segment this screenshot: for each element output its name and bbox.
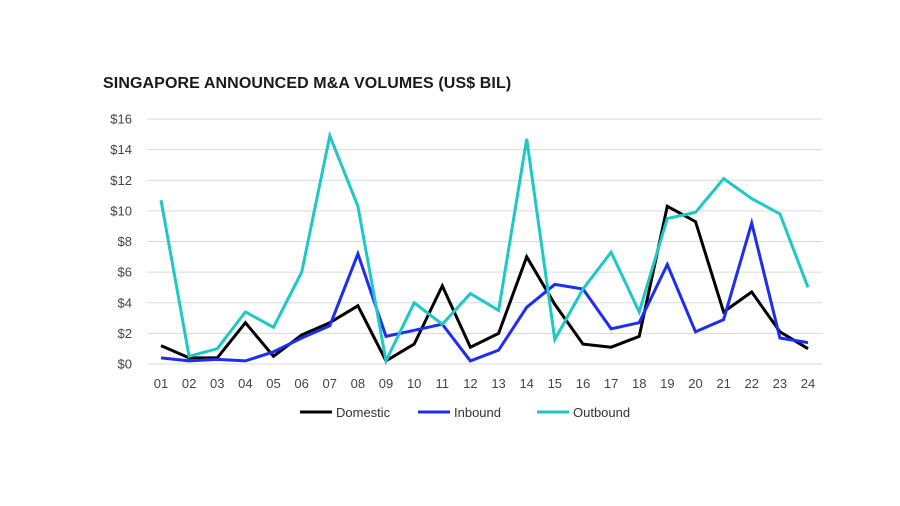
y-tick-label: $8: [118, 234, 132, 249]
series-line-inbound: [160, 217, 809, 363]
legend: Domestic Inbound Outbound: [300, 405, 630, 420]
y-tick-label: $6: [118, 265, 132, 280]
gridlines: [147, 118, 822, 365]
y-tick-label: $16: [110, 112, 132, 127]
x-tick-label: 12: [463, 376, 477, 391]
series-line-domestic: [160, 204, 809, 364]
x-tick-label: 23: [773, 376, 787, 391]
x-tick-label: 07: [323, 376, 337, 391]
x-tick-label: 02: [182, 376, 196, 391]
x-tick-label: 17: [604, 376, 618, 391]
y-tick-label: $14: [110, 142, 132, 157]
y-tick-label: $0: [118, 357, 132, 372]
y-tick-label: $2: [118, 326, 132, 341]
legend-label-outbound: Outbound: [573, 405, 630, 420]
x-tick-label: 03: [210, 376, 224, 391]
x-tick-label: 21: [716, 376, 730, 391]
series-lines: [159, 130, 810, 366]
x-tick-label: 09: [379, 376, 393, 391]
legend-label-inbound: Inbound: [454, 405, 501, 420]
y-axis-ticks: $0 $2 $4 $6 $8 $10 $12 $14 $16: [110, 112, 132, 372]
x-tick-label: 13: [491, 376, 505, 391]
y-tick-label: $10: [110, 203, 132, 218]
legend-label-domestic: Domestic: [336, 405, 391, 420]
x-tick-label: 01: [154, 376, 168, 391]
x-tick-label: 10: [407, 376, 421, 391]
x-tick-label: 05: [266, 376, 280, 391]
x-tick-label: 11: [436, 376, 450, 391]
x-tick-label: 06: [294, 376, 308, 391]
y-tick-label: $4: [118, 295, 132, 310]
x-tick-label: 20: [688, 376, 702, 391]
x-axis-ticks: 01 02 03 04 05 06 07 08 09 10 11 12 13 14 15 16 17 18 19 20…: [154, 376, 815, 391]
x-tick-label: 04: [238, 376, 252, 391]
x-tick-label: 15: [548, 376, 562, 391]
x-tick-label: 18: [632, 376, 646, 391]
y-tick-label: $12: [110, 173, 132, 188]
x-tick-label: 08: [351, 376, 365, 391]
x-tick-label: 14: [519, 376, 533, 391]
x-tick-label: 24: [801, 376, 815, 391]
x-tick-label: 19: [660, 376, 674, 391]
chart-title: SINGAPORE ANNOUNCED M&A VOLUMES (US$ BIL…: [103, 75, 512, 92]
x-tick-label: 22: [745, 376, 759, 391]
series-line-outbound: [159, 130, 810, 366]
x-tick-label: 16: [576, 376, 590, 391]
